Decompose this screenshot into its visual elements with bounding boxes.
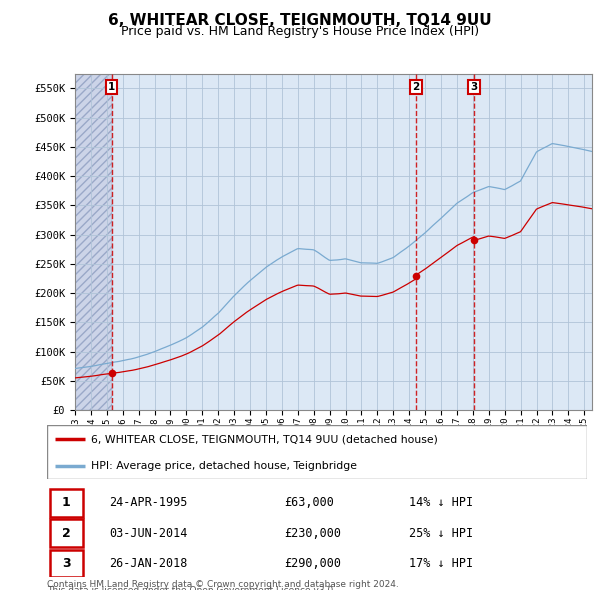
Text: 03-JUN-2014: 03-JUN-2014: [109, 527, 187, 540]
Text: £290,000: £290,000: [284, 557, 341, 570]
Text: 14% ↓ HPI: 14% ↓ HPI: [409, 496, 473, 509]
Text: HPI: Average price, detached house, Teignbridge: HPI: Average price, detached house, Teig…: [91, 461, 357, 470]
Bar: [75, 74, 112, 410]
Text: 26-JAN-2018: 26-JAN-2018: [109, 557, 187, 570]
FancyBboxPatch shape: [49, 550, 83, 577]
Text: 6, WHITEAR CLOSE, TEIGNMOUTH, TQ14 9UU: 6, WHITEAR CLOSE, TEIGNMOUTH, TQ14 9UU: [108, 13, 492, 28]
Text: 3: 3: [470, 82, 478, 92]
FancyBboxPatch shape: [49, 489, 83, 517]
Text: 2: 2: [62, 527, 71, 540]
Text: 24-APR-1995: 24-APR-1995: [109, 496, 187, 509]
Text: 1: 1: [108, 82, 115, 92]
Text: 1: 1: [62, 496, 71, 509]
Text: Contains HM Land Registry data © Crown copyright and database right 2024.: Contains HM Land Registry data © Crown c…: [47, 580, 398, 589]
Text: This data is licensed under the Open Government Licence v3.0.: This data is licensed under the Open Gov…: [47, 586, 336, 590]
Text: 17% ↓ HPI: 17% ↓ HPI: [409, 557, 473, 570]
FancyBboxPatch shape: [49, 519, 83, 547]
Text: 25% ↓ HPI: 25% ↓ HPI: [409, 527, 473, 540]
Text: £230,000: £230,000: [284, 527, 341, 540]
Text: Price paid vs. HM Land Registry's House Price Index (HPI): Price paid vs. HM Land Registry's House …: [121, 25, 479, 38]
Text: £63,000: £63,000: [284, 496, 334, 509]
FancyBboxPatch shape: [47, 425, 587, 479]
Text: 6, WHITEAR CLOSE, TEIGNMOUTH, TQ14 9UU (detached house): 6, WHITEAR CLOSE, TEIGNMOUTH, TQ14 9UU (…: [91, 434, 438, 444]
Text: 3: 3: [62, 557, 71, 570]
Text: 2: 2: [412, 82, 419, 92]
